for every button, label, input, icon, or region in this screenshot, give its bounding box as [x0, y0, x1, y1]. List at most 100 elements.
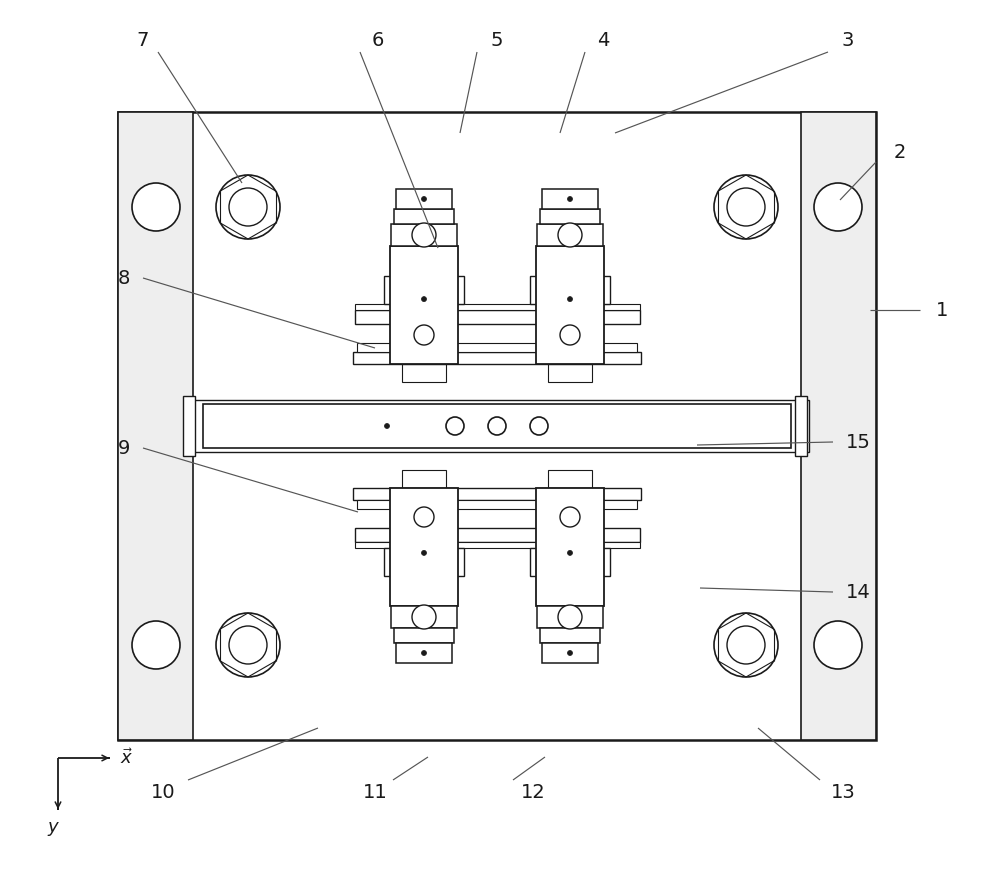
Text: 1: 1 [936, 301, 948, 319]
Bar [552, 576, 588, 588]
Circle shape [568, 196, 572, 202]
Bar [203, 404, 791, 448]
Circle shape [132, 621, 180, 669]
Circle shape [229, 626, 267, 664]
Text: $\vec{x}$: $\vec{x}$ [120, 748, 133, 768]
Text: 8: 8 [118, 268, 130, 288]
Circle shape [714, 613, 778, 677]
Text: 5: 5 [491, 31, 503, 49]
Bar [530, 276, 610, 304]
Bar [552, 509, 588, 525]
Bar [353, 488, 641, 500]
Circle shape [422, 296, 426, 302]
Bar [354, 310, 640, 324]
Circle shape [530, 417, 548, 435]
Bar [118, 112, 193, 740]
Bar [540, 209, 600, 224]
Text: 7: 7 [137, 31, 149, 49]
Circle shape [216, 175, 280, 239]
Bar [357, 343, 637, 352]
Bar [536, 246, 604, 364]
Bar [391, 606, 457, 628]
Circle shape [568, 551, 572, 555]
Circle shape [727, 188, 765, 226]
Bar [391, 224, 457, 246]
Bar [795, 396, 807, 456]
Bar [416, 531, 432, 545]
Bar [552, 335, 588, 351]
Bar [390, 246, 458, 364]
Circle shape [560, 325, 580, 345]
Text: 11: 11 [363, 783, 387, 802]
Circle shape [814, 183, 862, 231]
Bar [537, 606, 603, 628]
Bar [406, 576, 442, 588]
Circle shape [229, 188, 267, 226]
Bar [542, 189, 598, 209]
Circle shape [132, 183, 180, 231]
Bar [548, 470, 592, 488]
Bar [562, 531, 578, 545]
Bar [552, 264, 588, 276]
Circle shape [384, 424, 390, 429]
Bar [801, 112, 876, 740]
Circle shape [414, 507, 434, 527]
Bar [394, 628, 454, 643]
Text: 3: 3 [842, 31, 854, 49]
Bar [390, 488, 458, 606]
Circle shape [412, 223, 436, 247]
Bar [537, 224, 603, 246]
Bar [183, 396, 195, 456]
Bar [354, 528, 640, 542]
Text: 13: 13 [831, 783, 855, 802]
Text: 10: 10 [151, 783, 175, 802]
Text: 15: 15 [846, 432, 870, 452]
Bar [353, 352, 641, 364]
Circle shape [558, 223, 582, 247]
Text: 4: 4 [597, 31, 609, 49]
Circle shape [568, 296, 572, 302]
Bar [562, 321, 578, 335]
Circle shape [422, 651, 426, 655]
Bar [416, 321, 432, 335]
Bar [396, 643, 452, 663]
Bar [530, 548, 610, 576]
Circle shape [216, 613, 280, 677]
Bar [402, 470, 446, 488]
Bar [406, 335, 442, 351]
Bar [402, 364, 446, 382]
Circle shape [560, 507, 580, 527]
Circle shape [814, 621, 862, 669]
Text: 14: 14 [846, 582, 870, 602]
Bar [384, 276, 464, 304]
Bar [540, 628, 600, 643]
Text: 2: 2 [894, 142, 906, 161]
Bar [396, 189, 452, 209]
Text: 6: 6 [372, 31, 384, 49]
Bar [394, 209, 454, 224]
Circle shape [714, 175, 778, 239]
Circle shape [727, 626, 765, 664]
Bar [542, 643, 598, 663]
Text: 12: 12 [521, 783, 545, 802]
Text: $y$: $y$ [47, 820, 61, 838]
Circle shape [422, 196, 426, 202]
Bar [406, 509, 442, 525]
Bar [357, 500, 637, 509]
Circle shape [488, 417, 506, 435]
Bar [548, 364, 592, 382]
Circle shape [558, 605, 582, 629]
Bar [354, 304, 640, 310]
Bar [354, 542, 640, 548]
Bar [384, 548, 464, 576]
Bar [118, 112, 876, 740]
Circle shape [422, 551, 426, 555]
Bar [536, 488, 604, 606]
Bar [185, 400, 809, 452]
Circle shape [568, 651, 572, 655]
Circle shape [446, 417, 464, 435]
Circle shape [414, 325, 434, 345]
Circle shape [412, 605, 436, 629]
Text: 9: 9 [118, 438, 130, 458]
Bar [406, 264, 442, 276]
